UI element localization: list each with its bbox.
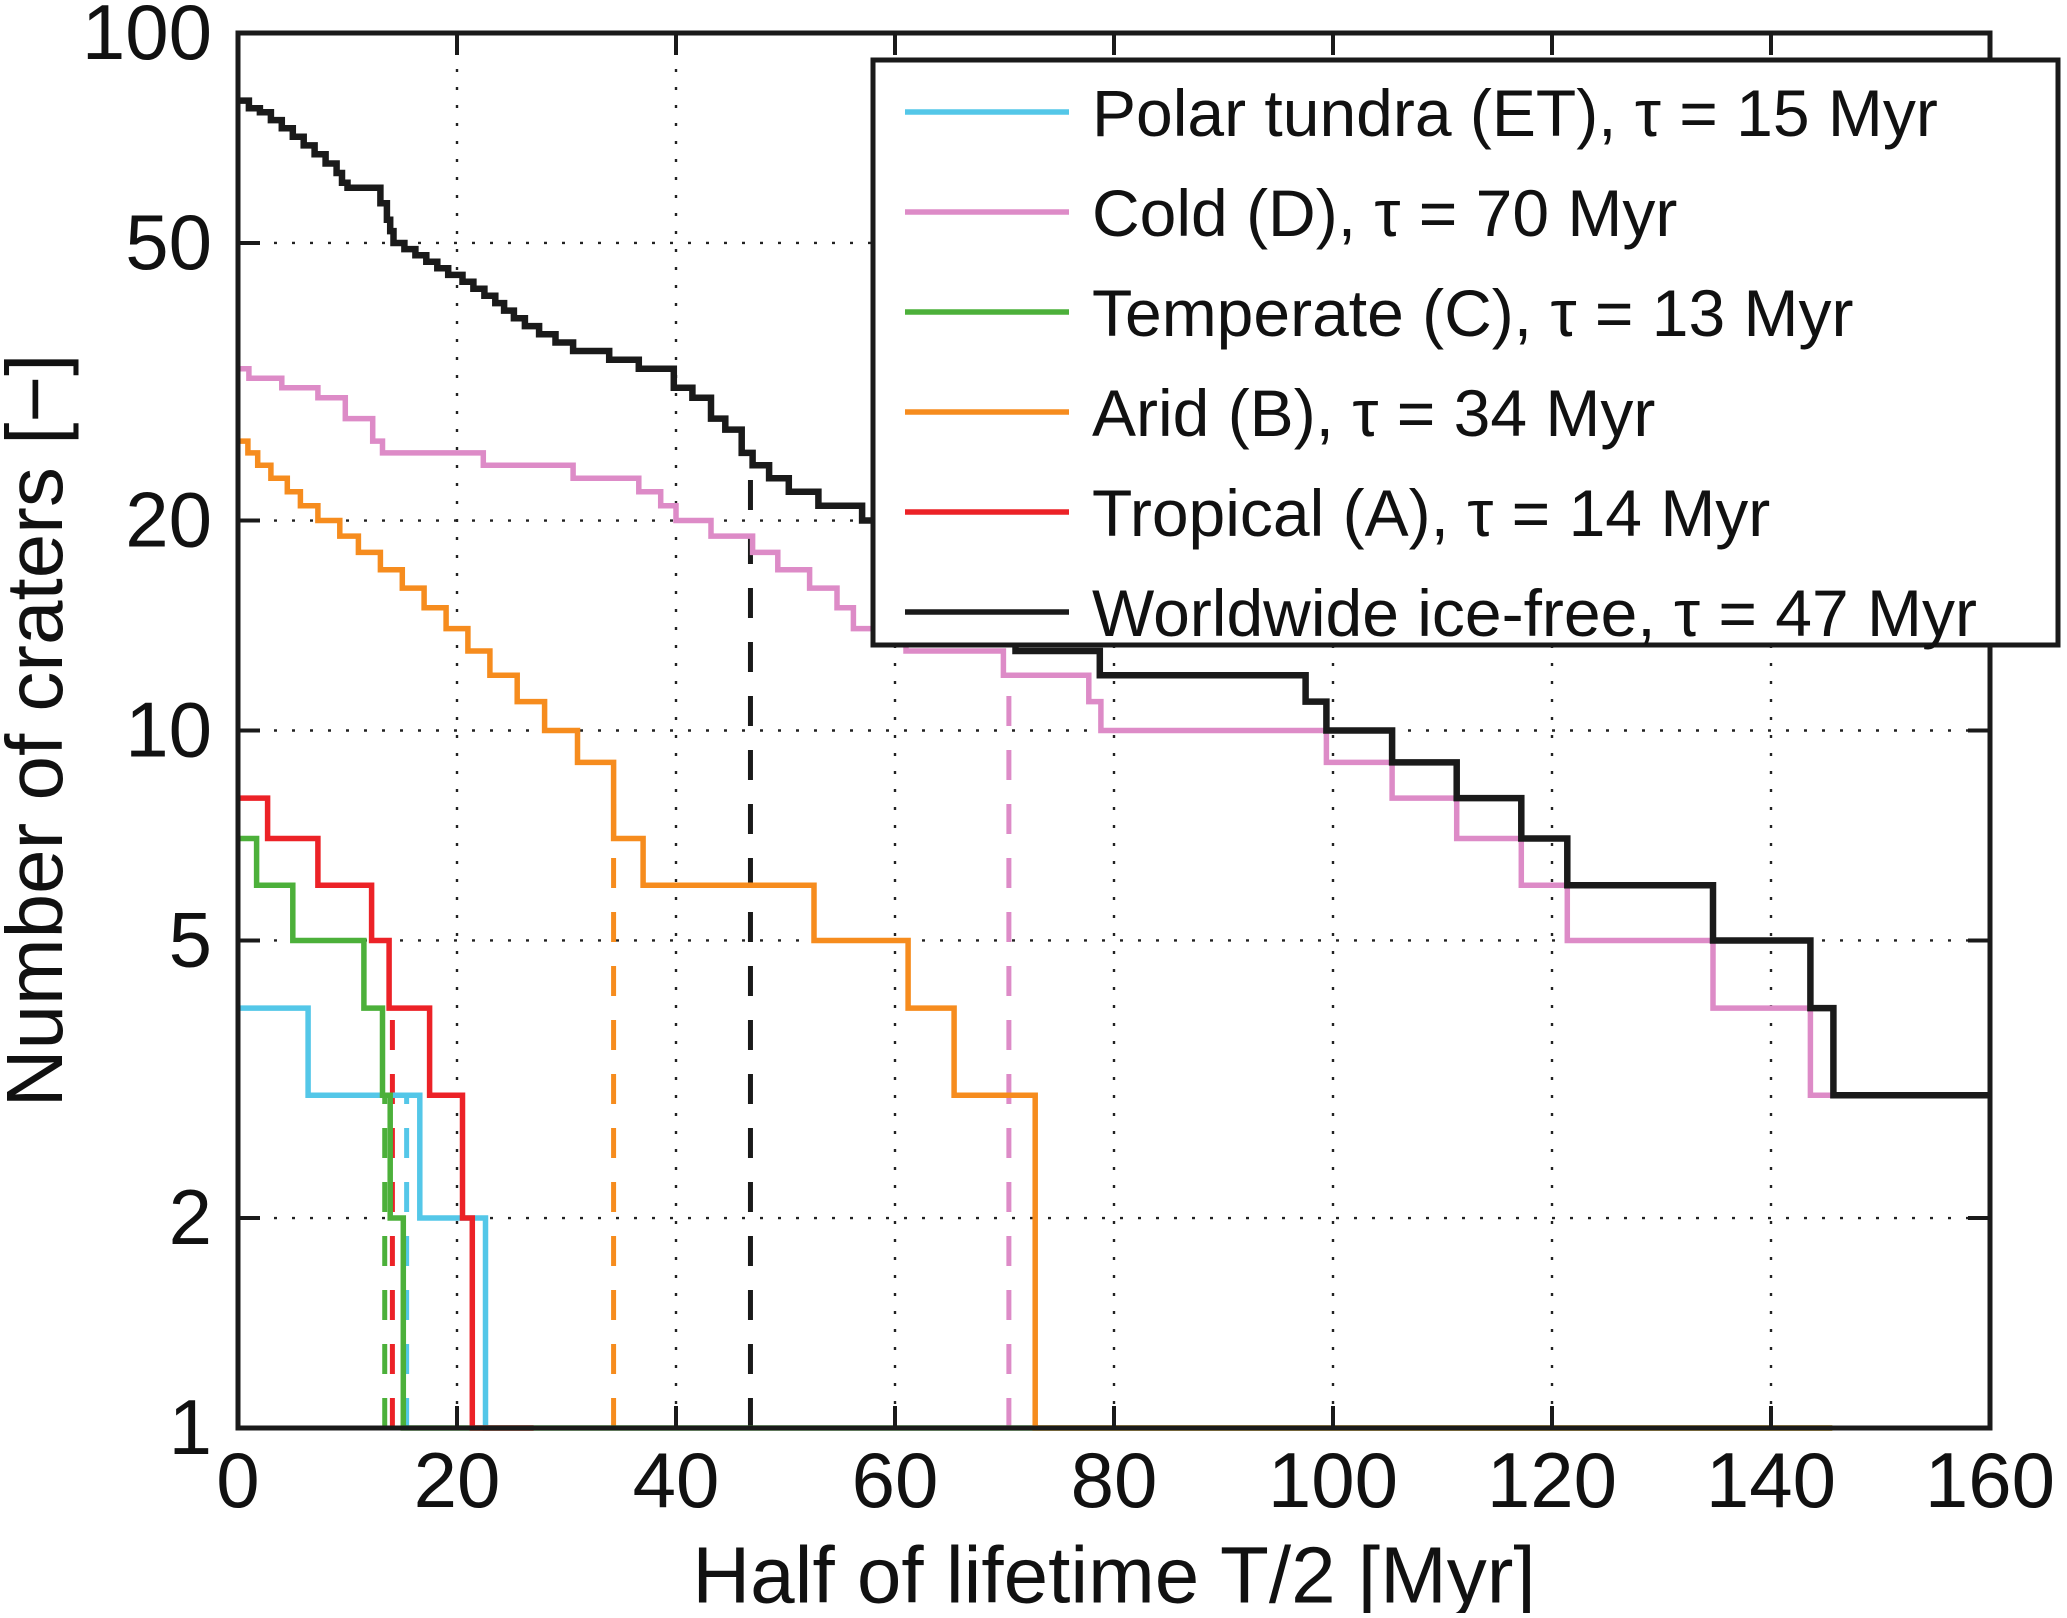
legend-label-arid: Arid (B), τ = 34 Myr [1092,376,1655,450]
x-tick-label-120: 120 [1487,1436,1617,1524]
legend-label-tropical: Tropical (A), τ = 14 Myr [1092,476,1770,550]
series-polar-tundra [238,1005,534,1431]
y-tick-label-20: 20 [125,476,212,564]
series-arid [238,438,1833,1431]
x-tick-label-100: 100 [1268,1436,1398,1524]
x-tick-label-20: 20 [414,1436,501,1524]
legend-label-polar-tundra: Polar tundra (ET), τ = 15 Myr [1092,76,1938,150]
series-tropical [238,795,534,1431]
legend-label-worldwide-ice-free: Worldwide ice-free, τ = 47 Myr [1092,576,1977,650]
y-tick-label-2: 2 [169,1173,212,1261]
series-temperate [238,835,1833,1431]
y-axis-label: Number of craters [−] [0,354,79,1108]
legend-label-cold: Cold (D), τ = 70 Myr [1092,176,1677,250]
series-cold [238,366,1990,1098]
legend-box [870,57,2061,648]
x-tick-label-40: 40 [633,1436,720,1524]
y-tick-label-1: 1 [169,1383,212,1471]
x-tick-label-60: 60 [852,1436,939,1524]
x-axis-label: Half of lifetime T/2 [Myr] [692,1531,1535,1613]
series-worldwide-ice-free [238,97,1990,1099]
legend-label-temperate: Temperate (C), τ = 13 Myr [1092,276,1853,350]
x-tick-label-0: 0 [216,1436,259,1524]
y-tick-label-50: 50 [125,198,212,286]
x-tick-label-140: 140 [1706,1436,1836,1524]
x-tick-label-80: 80 [1071,1436,1158,1524]
y-tick-label-100: 100 [82,0,212,76]
y-tick-label-5: 5 [169,895,212,983]
y-tick-label-10: 10 [125,686,212,774]
x-tick-label-160: 160 [1925,1436,2055,1524]
